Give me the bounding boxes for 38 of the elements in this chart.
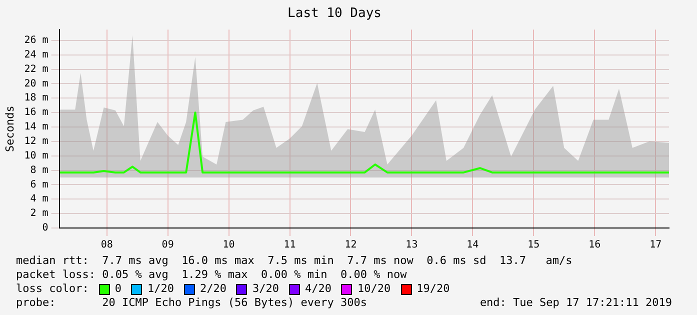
x-tick-label: 13 bbox=[406, 240, 418, 251]
legend-label: 3/20 bbox=[252, 282, 279, 296]
y-tick-label: 12 m bbox=[24, 136, 48, 148]
text: median rtt: 7.7 ms avg 16.0 ms max 7.5 ms min 7.7 ms now 0.6 ms sd 13.7 am/s bbox=[15, 254, 574, 268]
legend-label: 10/20 bbox=[357, 282, 391, 296]
y-tick-label: 24 m bbox=[24, 49, 48, 60]
y-tick-label: 0 bbox=[42, 222, 48, 234]
text: end: Tue Sep 17 17:21:11 2019 bbox=[480, 296, 672, 310]
chart-title: Last 10 Days bbox=[288, 6, 382, 22]
x-tick-label: 16 bbox=[588, 240, 601, 251]
y-tick-label: 20 m bbox=[24, 78, 48, 90]
x-tick-label: 09 bbox=[162, 240, 174, 251]
y-tick-label: 22 m bbox=[24, 64, 48, 75]
y-tick-label: 8 m bbox=[30, 164, 48, 176]
y-tick-label: 10 m bbox=[24, 150, 48, 162]
legend-label: 2/20 bbox=[200, 282, 226, 296]
y-axis-title: Seconds bbox=[3, 106, 16, 152]
x-tick-label: 10 bbox=[222, 240, 235, 251]
y-tick-label: 26 m bbox=[24, 35, 48, 46]
text: probe: 20 ICMP Echo Pings (56 Bytes) every 300s bbox=[16, 296, 367, 309]
x-tick-label: 11 bbox=[284, 240, 296, 251]
legend-label: 0 bbox=[114, 282, 122, 296]
x-tick-label: 15 bbox=[528, 240, 540, 251]
y-tick-label: 16 m bbox=[24, 107, 48, 118]
y-tick-label: 18 m bbox=[24, 92, 48, 104]
y-tick-label: 6 m bbox=[30, 179, 48, 190]
x-tick-label: 08 bbox=[100, 240, 113, 251]
x-tick-label: 12 bbox=[344, 240, 357, 251]
legend-title: loss color: bbox=[16, 282, 89, 295]
legend-label: 19/20 bbox=[416, 282, 450, 296]
legend-label: 4/20 bbox=[304, 282, 332, 296]
x-tick-label: 17 bbox=[650, 240, 662, 251]
y-tick-label: 2 m bbox=[30, 208, 48, 220]
y-tick-label: 4 m bbox=[30, 194, 48, 205]
legend-label: 1/20 bbox=[147, 282, 174, 296]
x-tick-label: 14 bbox=[466, 240, 479, 251]
text: packet loss: 0.05 % avg 1.29 % max 0.00 % min 0.00 % now bbox=[15, 268, 408, 282]
y-tick-label: 14 m bbox=[24, 122, 48, 133]
